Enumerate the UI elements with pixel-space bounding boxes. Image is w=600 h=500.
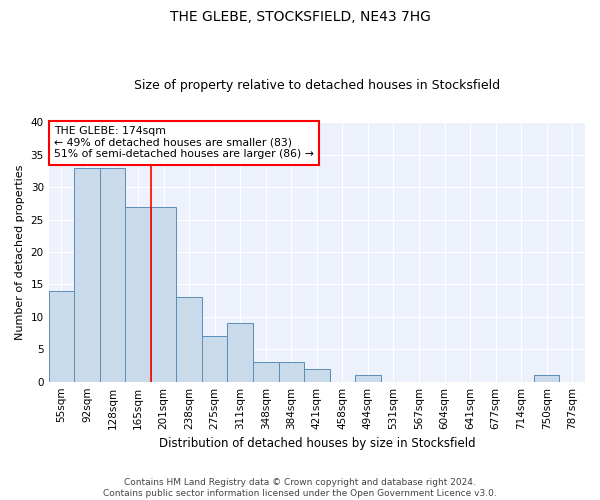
- X-axis label: Distribution of detached houses by size in Stocksfield: Distribution of detached houses by size …: [158, 437, 475, 450]
- Text: THE GLEBE, STOCKSFIELD, NE43 7HG: THE GLEBE, STOCKSFIELD, NE43 7HG: [170, 10, 430, 24]
- Bar: [125, 206, 151, 382]
- Bar: [202, 336, 227, 382]
- Bar: [253, 362, 278, 382]
- Text: Contains HM Land Registry data © Crown copyright and database right 2024.
Contai: Contains HM Land Registry data © Crown c…: [103, 478, 497, 498]
- Bar: [74, 168, 100, 382]
- Bar: [304, 368, 329, 382]
- Y-axis label: Number of detached properties: Number of detached properties: [15, 164, 25, 340]
- Bar: [151, 206, 176, 382]
- Bar: [227, 324, 253, 382]
- Bar: [49, 291, 74, 382]
- Bar: [176, 298, 202, 382]
- Title: Size of property relative to detached houses in Stocksfield: Size of property relative to detached ho…: [134, 79, 500, 92]
- Bar: [278, 362, 304, 382]
- Bar: [355, 375, 380, 382]
- Bar: [534, 375, 559, 382]
- Bar: [100, 168, 125, 382]
- Text: THE GLEBE: 174sqm
← 49% of detached houses are smaller (83)
51% of semi-detached: THE GLEBE: 174sqm ← 49% of detached hous…: [54, 126, 314, 160]
